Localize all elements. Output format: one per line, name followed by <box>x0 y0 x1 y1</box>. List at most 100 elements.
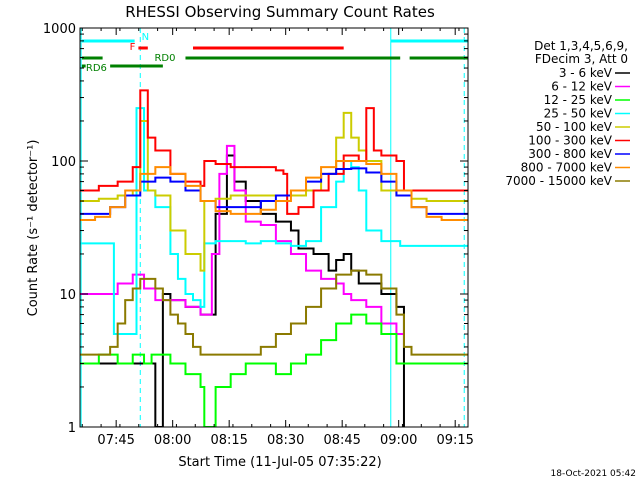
data-point-s4-30 <box>418 245 420 247</box>
data-point-s9-8 <box>147 278 149 280</box>
data-point-s6-5 <box>139 89 142 92</box>
data-point-s3-25 <box>425 362 428 365</box>
data-point-s3-18 <box>320 339 322 341</box>
data-point-s6-20 <box>312 189 315 192</box>
x-tick-label-4: 08:45 <box>323 433 360 448</box>
data-point-s6-6 <box>147 136 149 139</box>
data-point-s3-9 <box>199 386 202 388</box>
data-point-s2-9 <box>199 313 202 316</box>
data-point-s6-24 <box>365 107 368 109</box>
data-point-s5-13 <box>229 194 232 197</box>
data-point-s4-7 <box>154 206 157 208</box>
data-point-s3-17 <box>305 353 307 356</box>
data-point-s9-17 <box>229 353 232 356</box>
data-point-s3-5 <box>143 362 145 365</box>
data-point-s3-26 <box>440 362 443 365</box>
y-tick-label-2: 100 <box>51 155 76 170</box>
legend: Det 1,3,4,5,6,9,FDecim 3, Att 03 - 6 keV… <box>505 39 630 188</box>
data-point-s9-27 <box>380 287 383 290</box>
data-point-s5-7 <box>154 194 157 197</box>
data-point-s5-2 <box>98 197 100 200</box>
data-point-s9-3 <box>109 346 111 348</box>
data-point-s5-12 <box>214 197 217 200</box>
data-point-s4-27 <box>380 240 383 242</box>
legend-label-1: 3 - 6 keV <box>559 66 613 80</box>
data-point-s2-23 <box>365 306 368 308</box>
data-point-s2-5 <box>143 287 145 290</box>
data-point-s7-7 <box>169 180 172 183</box>
data-point-s2-22 <box>350 299 353 301</box>
data-point-s7-20 <box>365 171 368 174</box>
data-point-s8-20 <box>365 163 368 165</box>
data-point-s8-13 <box>260 208 262 211</box>
data-point-s5-23 <box>357 149 360 152</box>
data-point-s9-23 <box>320 287 322 290</box>
data-point-s5-28 <box>425 200 428 202</box>
data-point-s5-3 <box>116 194 119 197</box>
data-point-s9-21 <box>290 322 292 325</box>
data-point-s2-12 <box>226 145 228 147</box>
data-point-s8-4 <box>124 189 127 192</box>
data-point-s5-20 <box>335 136 337 139</box>
data-point-s3-24 <box>410 362 413 365</box>
y-tick-label-3: 1000 <box>43 22 76 37</box>
data-point-s6-31 <box>440 189 443 192</box>
data-point-s2-4 <box>131 273 134 276</box>
flag-label-rd0: RD0 <box>154 53 175 64</box>
data-point-s3-23 <box>395 362 398 365</box>
x-tick-label-0: 07:45 <box>97 433 134 448</box>
data-point-s6-12 <box>214 163 217 165</box>
data-point-s5-6 <box>147 189 149 192</box>
data-point-s2-18 <box>305 269 307 272</box>
data-point-s2-2 <box>101 293 104 295</box>
x-tick-label-2: 08:15 <box>210 433 247 448</box>
data-point-s3-15 <box>275 373 277 375</box>
data-point-s1-16 <box>297 247 300 250</box>
data-point-s1-9 <box>214 213 217 215</box>
data-point-s4-3 <box>113 333 115 335</box>
data-point-s9-11 <box>169 313 172 316</box>
data-point-s5-14 <box>244 194 247 197</box>
data-point-s9-15 <box>199 353 202 356</box>
data-point-s1-17 <box>312 253 315 255</box>
data-point-s6-30 <box>425 189 428 192</box>
data-point-s3-13 <box>244 362 247 365</box>
data-point-s1-20 <box>342 253 345 255</box>
data-point-s1-24 <box>380 293 383 295</box>
data-point-s9-9 <box>154 287 157 290</box>
data-point-s8-15 <box>290 189 292 192</box>
data-point-s2-3 <box>116 282 119 285</box>
data-point-s8-14 <box>275 200 277 202</box>
data-point-s4-26 <box>365 229 368 232</box>
data-point-s1-22 <box>357 282 360 285</box>
data-point-s8-17 <box>320 166 322 168</box>
data-point-s2-14 <box>244 220 247 223</box>
data-point-s4-5 <box>135 107 138 109</box>
data-point-s9-16 <box>214 353 217 356</box>
data-point-s8-10 <box>214 210 217 212</box>
data-point-s6-7 <box>154 149 157 152</box>
flag-label-rd6: RD6 <box>86 63 107 74</box>
data-point-s7-6 <box>154 176 157 179</box>
data-point-s4-14 <box>214 240 217 242</box>
data-point-s8-23 <box>410 206 413 208</box>
data-point-s4-28 <box>395 240 398 242</box>
data-point-s6-26 <box>380 154 383 157</box>
data-point-s1-23 <box>365 282 368 285</box>
data-point-s7-13 <box>260 200 262 202</box>
data-point-s8-2 <box>94 216 96 218</box>
data-point-s3-12 <box>229 373 232 375</box>
data-point-s2-6 <box>154 299 157 301</box>
data-point-s3-11 <box>214 386 217 388</box>
series-line-2 <box>80 144 404 336</box>
data-point-s7-2 <box>94 213 96 215</box>
legend-label-5: 50 - 100 keV <box>536 120 613 134</box>
data-point-s8-19 <box>350 160 353 162</box>
data-point-s4-10 <box>184 293 187 295</box>
data-point-s3-7 <box>169 362 172 365</box>
x-tick-label-3: 08:30 <box>267 433 304 448</box>
data-point-s4-16 <box>244 242 247 245</box>
legend-label-8: 800 - 7000 keV <box>521 161 613 175</box>
